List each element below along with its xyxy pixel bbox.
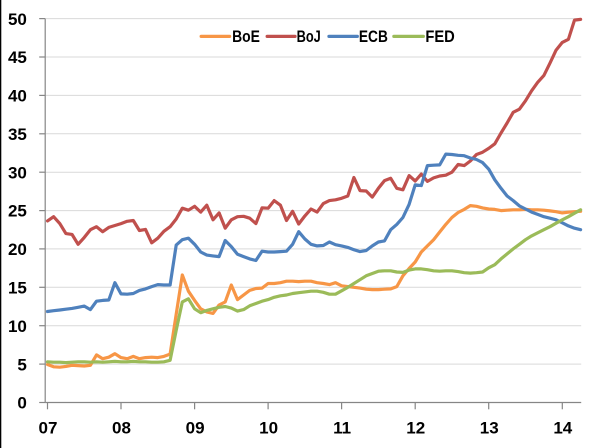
svg-text:35: 35 bbox=[8, 125, 27, 144]
svg-text:30: 30 bbox=[8, 163, 27, 182]
svg-text:25: 25 bbox=[8, 202, 27, 221]
svg-text:BoJ: BoJ bbox=[297, 27, 321, 46]
svg-text:07: 07 bbox=[39, 419, 58, 438]
svg-text:0: 0 bbox=[17, 394, 26, 413]
svg-text:10: 10 bbox=[259, 419, 278, 438]
svg-text:45: 45 bbox=[8, 48, 27, 67]
svg-text:10: 10 bbox=[8, 317, 27, 336]
svg-text:BoE: BoE bbox=[232, 27, 260, 46]
svg-text:ECB: ECB bbox=[359, 27, 388, 46]
svg-text:15: 15 bbox=[8, 279, 27, 298]
svg-text:20: 20 bbox=[8, 240, 27, 259]
svg-text:40: 40 bbox=[8, 87, 27, 106]
svg-text:12: 12 bbox=[406, 419, 425, 438]
svg-text:5: 5 bbox=[17, 355, 26, 374]
svg-text:09: 09 bbox=[186, 419, 205, 438]
svg-text:14: 14 bbox=[553, 419, 572, 438]
svg-text:13: 13 bbox=[480, 419, 499, 438]
svg-text:11: 11 bbox=[333, 419, 351, 438]
svg-text:50: 50 bbox=[8, 10, 27, 29]
svg-text:FED: FED bbox=[425, 27, 454, 46]
svg-text:08: 08 bbox=[112, 419, 131, 438]
